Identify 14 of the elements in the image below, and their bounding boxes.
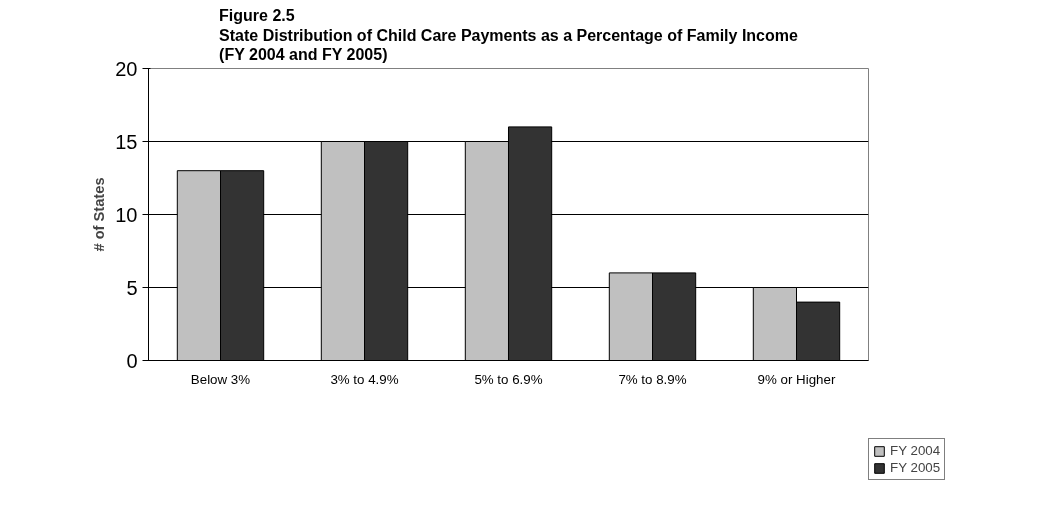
- y-tick-label: 5: [126, 276, 138, 299]
- legend-label: FY 2004: [890, 443, 941, 458]
- y-tick-label: 15: [115, 130, 138, 153]
- x-tick-label: 3% to 4.9%: [330, 371, 399, 387]
- y-axis-title: # of States: [91, 177, 108, 252]
- y-tick-label: 10: [115, 203, 138, 226]
- y-tick-label: 20: [115, 57, 138, 80]
- chart-title: Figure 2.5 State Distribution of Child Care Payments as a Percentage of Family Income (FY 2004 and FY 2005): [219, 7, 799, 64]
- x-tick-label: Below 3%: [190, 371, 251, 387]
- y-tick-label: 0: [126, 349, 138, 372]
- x-tick-label: 7% to 8.9%: [618, 371, 687, 387]
- x-tick-label: 5% to 6.9%: [474, 371, 543, 387]
- legend-label: FY 2005: [890, 460, 941, 475]
- x-tick-label: 9% or Higher: [757, 371, 836, 387]
